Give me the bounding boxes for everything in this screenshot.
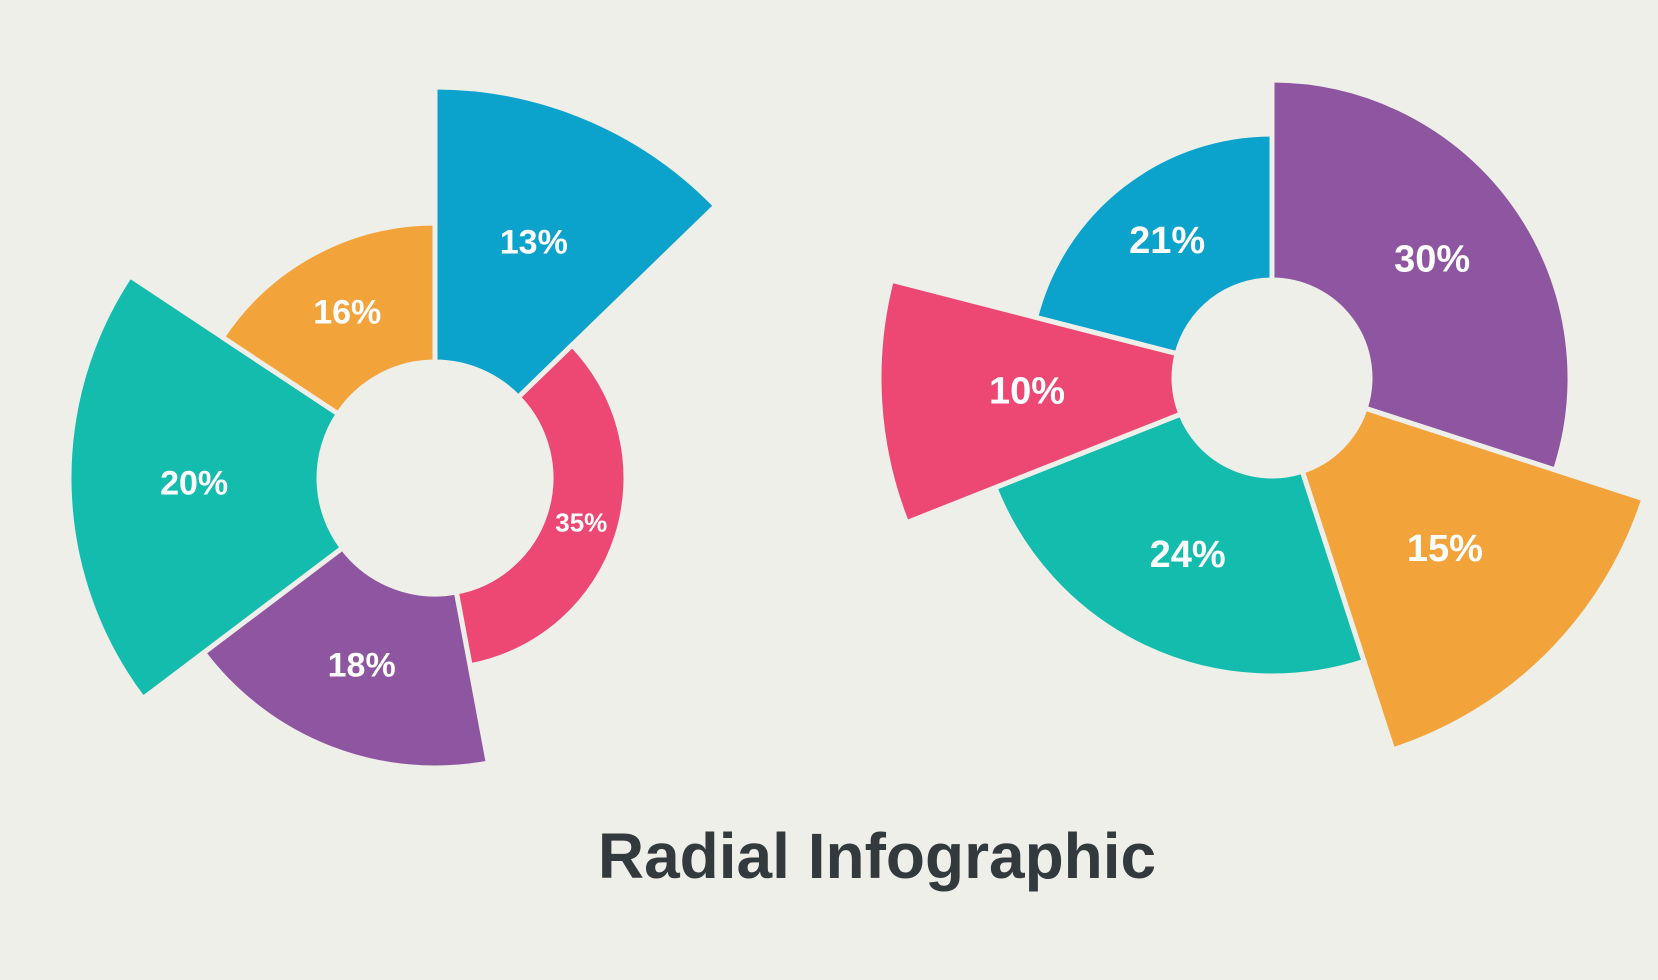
value-label: 18% [328,646,396,684]
wedge [1032,131,1275,357]
wedge [1299,405,1648,754]
value-label: 35% [555,507,607,537]
wedge [453,341,629,669]
wedge [218,220,438,418]
value-label: 13% [500,224,568,262]
value-label: 15% [1407,528,1483,570]
value-label: 10% [989,370,1065,412]
value-label: 16% [313,294,381,332]
value-label: 20% [160,464,228,502]
value-label: 30% [1394,239,1470,281]
value-label: 21% [1129,220,1205,262]
page-title: Radial Infographic [598,820,1156,892]
wedge [200,544,492,771]
wedge [432,84,720,401]
wedge [66,272,346,703]
wedge [991,410,1368,679]
value-label: 24% [1150,534,1226,576]
wedge [876,277,1185,526]
wedge [1269,77,1573,474]
